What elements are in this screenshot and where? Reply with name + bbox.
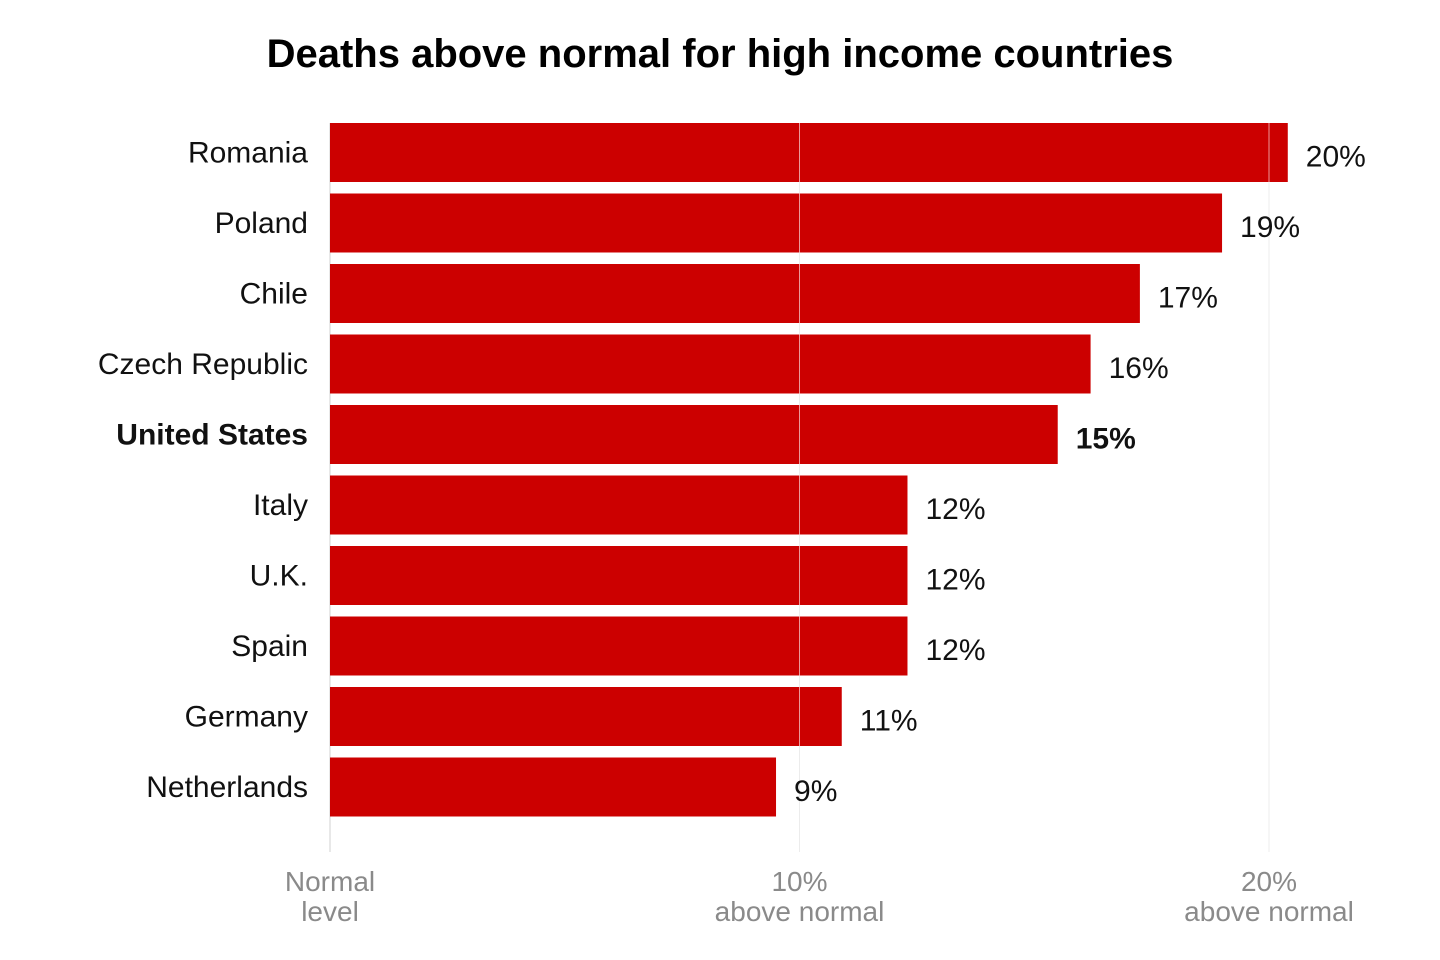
data-label: 9%	[794, 775, 837, 808]
data-label: 17%	[1158, 282, 1218, 315]
category-label: Romania	[188, 137, 308, 170]
data-label: 11%	[860, 705, 918, 738]
data-label: 15%	[1076, 423, 1136, 456]
x-tick-label: level	[301, 896, 359, 927]
x-tick-label: above normal	[1184, 896, 1354, 927]
category-label: Poland	[215, 207, 308, 240]
data-label: 20%	[1306, 141, 1366, 174]
bar	[330, 546, 908, 605]
chart-title: Deaths above normal for high income coun…	[267, 32, 1174, 76]
bar	[330, 334, 1091, 394]
category-label: Czech Republic	[98, 348, 308, 381]
bar	[330, 405, 1058, 464]
labels: Romania 20% Poland 19% Chile 17% Czech Republi…	[98, 137, 1366, 809]
x-tick-label: above normal	[715, 896, 885, 927]
category-label: U.K.	[250, 560, 308, 593]
data-label: 12%	[925, 634, 985, 667]
bar	[330, 687, 842, 746]
bar	[330, 757, 777, 817]
x-tick-label: 10%	[771, 866, 827, 897]
data-label: 16%	[1109, 352, 1169, 385]
category-label: Netherlands	[146, 771, 308, 804]
category-label: Spain	[231, 630, 308, 663]
category-label: Chile	[240, 278, 308, 311]
data-label: 12%	[925, 493, 985, 526]
data-label: 19%	[1240, 211, 1300, 244]
category-label: Italy	[253, 489, 308, 522]
bar	[330, 264, 1140, 323]
bars	[330, 123, 1288, 852]
category-label: United States	[116, 419, 308, 452]
category-label: Germany	[185, 701, 308, 734]
data-label: 12%	[925, 564, 985, 597]
bar	[330, 123, 1288, 182]
x-tick-label: 20%	[1241, 866, 1297, 897]
x-tick-label: Normal	[285, 866, 375, 897]
bar	[330, 193, 1223, 253]
bar	[330, 616, 908, 676]
bar	[330, 475, 908, 535]
